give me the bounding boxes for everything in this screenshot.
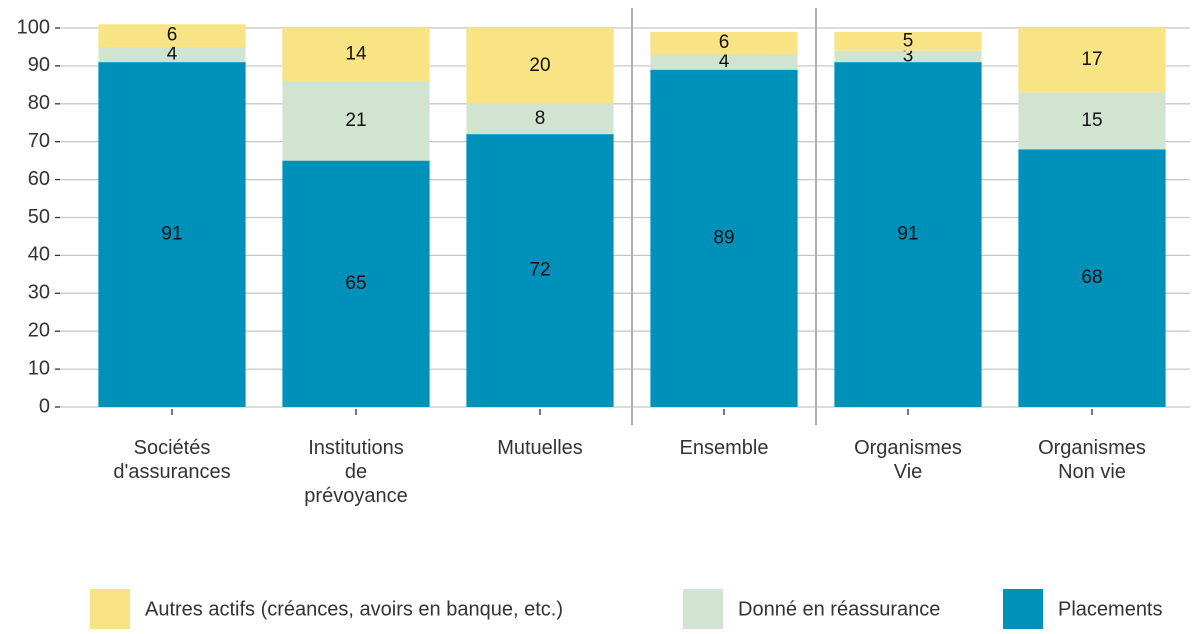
y-tick-label: 10 bbox=[28, 357, 50, 379]
data-label: 5 bbox=[903, 30, 914, 51]
bar-segment bbox=[98, 62, 246, 408]
legend-label: Autres actifs (créances, avoirs en banqu… bbox=[145, 598, 563, 620]
data-label: 17 bbox=[1081, 49, 1102, 70]
x-tick-label-line: Non vie bbox=[1058, 461, 1126, 483]
data-label: 21 bbox=[345, 110, 366, 131]
y-tick-label: 0 bbox=[39, 395, 50, 417]
bar-segment bbox=[650, 31, 798, 55]
x-tick-label: Ensemble bbox=[680, 437, 769, 459]
data-label: 20 bbox=[529, 55, 550, 76]
x-tick-label-line: Organismes bbox=[854, 437, 962, 459]
legend-swatch bbox=[1003, 589, 1043, 629]
bar-segment bbox=[1018, 28, 1166, 93]
bar-segment bbox=[834, 62, 982, 408]
legend-label: Placements bbox=[1058, 598, 1163, 620]
data-label: 91 bbox=[897, 224, 918, 245]
y-tick-label: 90 bbox=[28, 54, 50, 76]
data-label: 3 bbox=[903, 45, 914, 66]
bar-segment bbox=[282, 81, 430, 161]
data-label: 91 bbox=[161, 224, 182, 245]
legend-swatch bbox=[90, 589, 130, 629]
data-label: 15 bbox=[1081, 110, 1102, 131]
x-tick-label: Institutions de prévoyance bbox=[304, 437, 407, 507]
data-label: 65 bbox=[345, 273, 366, 294]
x-tick-label-line: prévoyance bbox=[304, 485, 407, 507]
x-tick-label-line: d'assurances bbox=[113, 461, 230, 483]
bar-segment bbox=[466, 103, 614, 135]
y-tick-label: 50 bbox=[28, 206, 50, 228]
x-tick-label: Organismes Vie bbox=[854, 437, 962, 483]
x-tick-label-line: de bbox=[345, 461, 367, 483]
y-tick-label: 80 bbox=[28, 92, 50, 114]
bar-segment bbox=[282, 160, 430, 407]
bar-segment bbox=[98, 46, 246, 63]
data-label: 6 bbox=[719, 32, 730, 53]
data-label: 4 bbox=[719, 51, 730, 72]
bar-segment bbox=[466, 28, 614, 104]
bar-segment bbox=[98, 24, 246, 47]
bar-segment bbox=[650, 69, 798, 407]
legend-swatch bbox=[683, 589, 723, 629]
data-label: 6 bbox=[167, 25, 178, 46]
bar-segment bbox=[834, 50, 982, 63]
y-tick-label: 40 bbox=[28, 244, 50, 266]
data-label: 8 bbox=[535, 108, 546, 129]
y-tick-label: 70 bbox=[28, 130, 50, 152]
x-tick-label: Organismes Non vie bbox=[1038, 437, 1146, 483]
bar-segment bbox=[282, 28, 430, 82]
bar-segment bbox=[466, 134, 614, 407]
x-tick-label: Mutuelles bbox=[497, 437, 583, 459]
x-tick-label-line: Sociétés bbox=[134, 437, 211, 459]
data-label: 72 bbox=[529, 260, 550, 281]
x-tick-label-line: Organismes bbox=[1038, 437, 1146, 459]
bar-segment bbox=[650, 54, 798, 70]
y-tick-label: 30 bbox=[28, 282, 50, 304]
data-label: 4 bbox=[167, 44, 178, 65]
y-tick-label: 20 bbox=[28, 319, 50, 341]
x-tick-label-line: Mutuelles bbox=[497, 437, 583, 459]
y-tick-label: 60 bbox=[28, 168, 50, 190]
data-label: 68 bbox=[1081, 267, 1102, 288]
bar-segment bbox=[1018, 92, 1166, 150]
bar-segment bbox=[834, 31, 982, 51]
x-tick-label-line: Institutions bbox=[308, 437, 404, 459]
x-tick-label-line: Vie bbox=[894, 461, 923, 483]
data-label: 14 bbox=[345, 44, 367, 65]
y-tick-label: 100 bbox=[17, 16, 50, 38]
legend-label: Donné en réassurance bbox=[738, 598, 940, 620]
x-tick-label: Sociétés d'assurances bbox=[113, 437, 230, 483]
x-tick-label-line: Ensemble bbox=[680, 437, 769, 459]
bar-segment bbox=[1018, 149, 1166, 407]
data-label: 89 bbox=[713, 227, 734, 248]
